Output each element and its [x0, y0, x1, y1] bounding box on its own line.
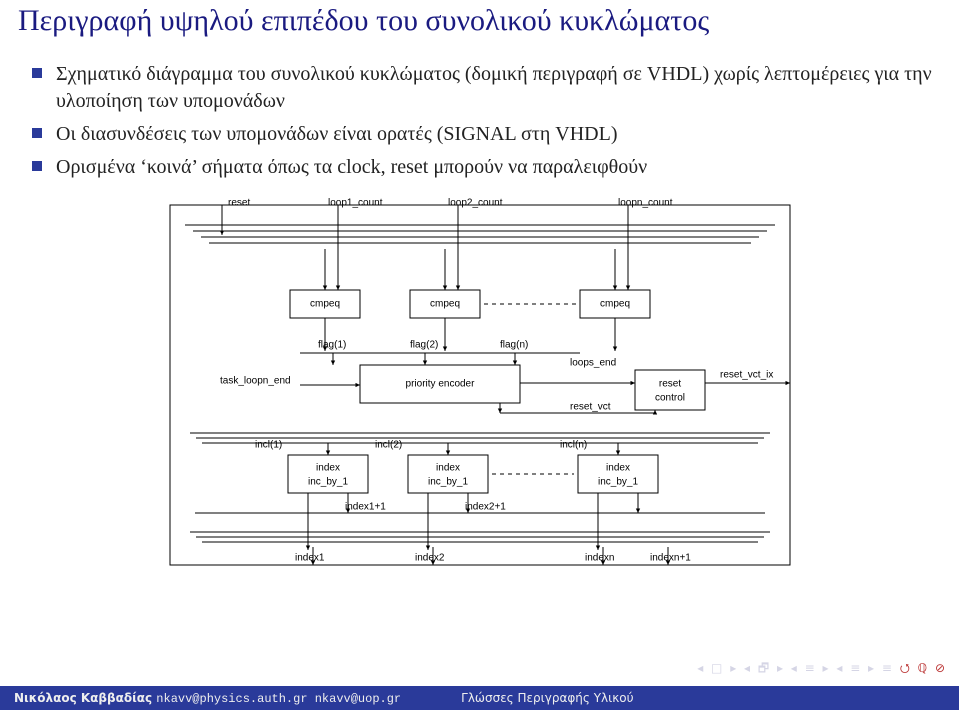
bullet-item: Ορισμένα ‘κοινά’ σήματα όπως τα clock, r…: [56, 154, 941, 181]
bullet-item: Σχηματικό διάγραμμα του συνολικού κυκλώμ…: [56, 61, 941, 115]
nav-glyphs: ◂ □ ▸ ◂ 🗗 ▸ ◂ ≡ ▸ ◂ ≡ ▸ ≡ ⭯ ℚ ⊘: [697, 659, 947, 680]
slide-title: Περιγραφή υψηλού επιπέδου του συνολικού …: [18, 4, 941, 39]
bullet-list: Σχηματικό διάγραμμα του συνολικού κυκλώμ…: [18, 61, 941, 181]
svg-text:incl(2): incl(2): [375, 439, 402, 450]
svg-text:inc_by_1: inc_by_1: [307, 476, 347, 487]
svg-text:index: index: [316, 462, 340, 473]
svg-text:inc_by_1: inc_by_1: [597, 476, 637, 487]
svg-text:index1+1: index1+1: [345, 501, 386, 512]
svg-text:index2+1: index2+1: [465, 501, 506, 512]
svg-text:inc_by_1: inc_by_1: [427, 476, 467, 487]
svg-text:loops_end: loops_end: [570, 357, 616, 368]
svg-text:incl(n): incl(n): [560, 439, 587, 450]
svg-text:indexn+1: indexn+1: [650, 552, 691, 563]
svg-text:index: index: [436, 462, 460, 473]
svg-text:flag(n): flag(n): [500, 339, 528, 350]
svg-text:control: control: [654, 392, 684, 403]
svg-text:flag(1): flag(1): [318, 339, 346, 350]
svg-text:reset_vct: reset_vct: [570, 401, 611, 412]
svg-text:index: index: [606, 462, 630, 473]
footer-emails: nkavv@physics.auth.gr nkavv@uop.gr: [156, 692, 401, 706]
svg-text:loopn_count: loopn_count: [618, 197, 673, 208]
diagram-svg: reset loop1_count loop2_count loopn_countcm…: [160, 195, 800, 570]
svg-text:reset: reset: [228, 197, 250, 208]
svg-text:index2: index2: [415, 552, 445, 563]
svg-text:index1: index1: [295, 552, 325, 563]
bullet-item: Οι διασυνδέσεις των υπομονάδων είναι ορα…: [56, 121, 941, 148]
footer-author: Νικόλαος Καββαδίας: [14, 691, 152, 705]
svg-text:task_loopn_end: task_loopn_end: [220, 375, 291, 386]
svg-text:reset: reset: [658, 378, 680, 389]
svg-text:cmpeq: cmpeq: [599, 298, 629, 309]
svg-text:incl(1): incl(1): [255, 439, 282, 450]
block-diagram: reset loop1_count loop2_count loopn_countcm…: [160, 195, 800, 570]
svg-text:cmpeq: cmpeq: [309, 298, 339, 309]
svg-text:priority encoder: priority encoder: [405, 378, 475, 389]
svg-text:indexn: indexn: [585, 552, 614, 563]
svg-text:loop2_count: loop2_count: [448, 197, 503, 208]
footer-bar: Νικόλαος Καββαδίας nkavv@physics.auth.gr…: [0, 686, 959, 710]
svg-text:reset_vct_ix: reset_vct_ix: [720, 369, 773, 380]
svg-text:cmpeq: cmpeq: [429, 298, 459, 309]
svg-text:loop1_count: loop1_count: [328, 197, 383, 208]
footer-course: Γλώσσες Περιγραφής Υλικού: [461, 691, 633, 705]
svg-text:flag(2): flag(2): [410, 339, 438, 350]
